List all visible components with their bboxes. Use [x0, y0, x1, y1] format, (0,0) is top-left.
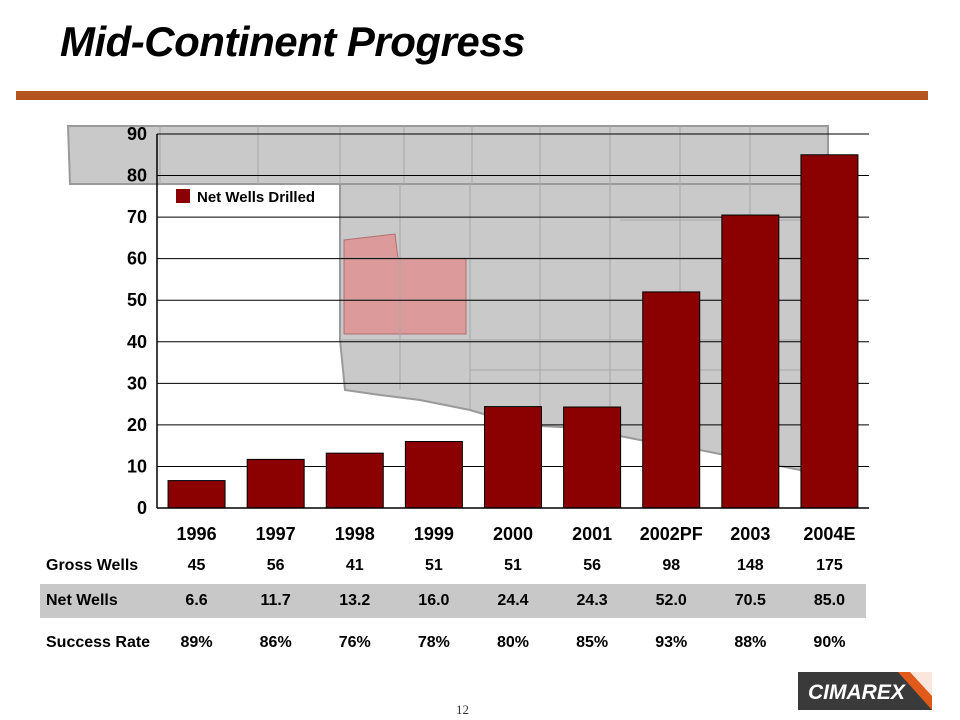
bars [167, 154, 859, 509]
table-cell: 148 [736, 557, 764, 574]
table-cell: 56 [583, 557, 601, 574]
table-cell: 93% [655, 634, 688, 651]
legend-swatch [176, 189, 190, 203]
table-cell: 11.7 [260, 592, 291, 609]
table-cell: 24.4 [497, 592, 529, 609]
table-cell: 51 [424, 557, 443, 574]
y-tick-label: 20 [127, 415, 147, 435]
x-tick-label: 2003 [730, 524, 770, 544]
table-cell: 45 [187, 557, 206, 574]
table-cell: 13.2 [339, 592, 371, 609]
bar-chart: 0 10 20 30 40 50 60 70 80 90 1996 1997 1998 1999 2000… [66, 124, 869, 544]
x-tick-label: 1996 [177, 524, 217, 544]
bar-1997 [246, 458, 305, 509]
bar-2001 [563, 406, 622, 509]
table-cell: 86% [259, 634, 292, 651]
table-cell: 89% [180, 634, 213, 651]
cimarex-logo: CIMAREX [798, 672, 932, 710]
bar-2003 [721, 214, 780, 509]
table-cell: 85.0 [813, 592, 845, 609]
x-tick-label: 2000 [493, 524, 533, 544]
table-cell: 24.3 [576, 592, 608, 609]
table-cell: 6.6 [185, 592, 208, 609]
table-row-label: Net Wells [46, 592, 118, 609]
y-tick-label: 50 [127, 290, 147, 310]
table-cell: 85% [576, 634, 609, 651]
svg-text:CIMAREX: CIMAREX [808, 681, 907, 704]
bar-2004E [800, 154, 859, 509]
table-cell: 70.5 [734, 592, 766, 609]
legend: Net Wells Drilled [176, 189, 315, 206]
bar-1996 [167, 480, 226, 509]
table-row-label: Success Rate [46, 634, 151, 651]
bar-2000 [484, 406, 542, 509]
table-cell: 90% [813, 634, 846, 651]
table-cell: 16.0 [418, 592, 450, 609]
y-tick-label: 30 [127, 373, 147, 393]
bar-1999 [404, 441, 463, 509]
x-tick-label: 2002PF [640, 524, 703, 544]
y-tick-label: 80 [127, 166, 147, 186]
table-cell: 98 [662, 557, 681, 574]
table-cell: 52.0 [655, 592, 687, 609]
table-cell: 76% [338, 634, 371, 651]
y-tick-label: 0 [137, 498, 147, 518]
x-tick-label: 2001 [572, 524, 612, 544]
x-tick-label: 1997 [256, 524, 296, 544]
y-tick-label: 60 [127, 249, 147, 269]
title-underline [16, 91, 928, 100]
table-row-label: Gross Wells [46, 557, 139, 574]
table-cell: 51 [504, 557, 522, 574]
y-tick-label: 90 [127, 124, 147, 144]
legend-label: Net Wells Drilled [197, 189, 315, 206]
table-cell: 88% [734, 634, 767, 651]
bar-2002PF [642, 291, 701, 509]
x-tick-label: 1998 [335, 524, 375, 544]
table-cell: 41 [345, 557, 364, 574]
page-title: Mid-Continent Progress [60, 18, 526, 65]
page-number: 12 [456, 702, 469, 717]
x-tick-label: 1999 [414, 524, 454, 544]
y-tick-label: 40 [127, 332, 147, 352]
table-cell: 56 [266, 557, 285, 574]
y-tick-label: 10 [127, 456, 147, 476]
y-tick-labels: 0 10 20 30 40 50 60 70 80 90 [127, 124, 147, 518]
table-cell: 80% [496, 634, 530, 651]
y-tick-label: 70 [127, 207, 147, 227]
net-wells-row-highlight [40, 584, 866, 618]
table-cell: 78% [417, 634, 450, 651]
x-tick-labels: 1996 1997 1998 1999 2000 2001 2002PF 2003 2004E [177, 524, 856, 544]
table-cell: 175 [816, 557, 843, 574]
x-tick-label: 2004E [803, 524, 855, 544]
bar-1998 [325, 452, 384, 509]
